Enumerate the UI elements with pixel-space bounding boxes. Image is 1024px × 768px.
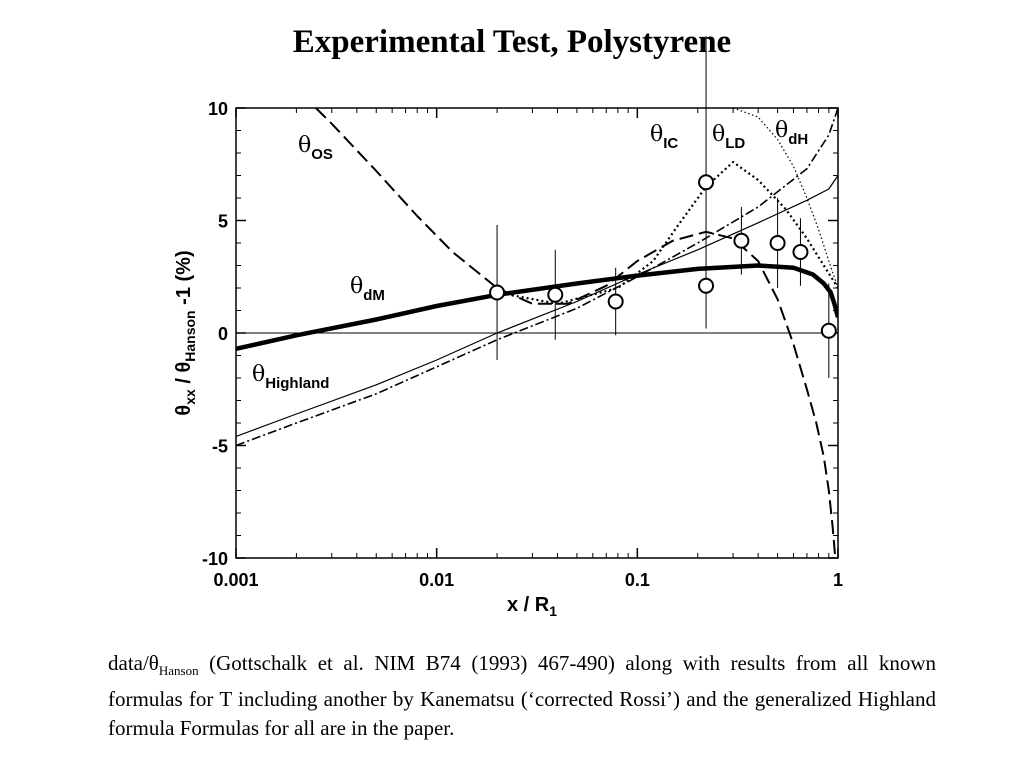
x-tick-label: 0.01 [419,570,454,590]
x-tick-label: 0.001 [213,570,258,590]
data-point [489,284,506,301]
y-tick-label: 0 [218,324,228,344]
series-label-highland: θHighland [252,362,329,392]
major-ticks [235,107,839,559]
page-title: Experimental Test, Polystyrene [292,24,732,60]
data-point [733,232,750,249]
series-label-ic: θIC [650,122,678,152]
y-tick-label: -5 [212,437,228,457]
x-axis-label: x / R1 [507,594,557,619]
y-tick-label: 5 [218,212,228,232]
data-point [698,174,715,191]
caption-sub: Hanson [158,663,199,679]
series-label-dm: θdM [350,274,385,304]
data-point [792,244,809,260]
data-point [820,322,837,339]
series-line-ld [732,108,838,289]
x-tick-label: 1 [833,570,843,590]
x-tick-label: 0.1 [625,570,650,590]
data-point [698,277,715,294]
series-label-os: θOS [298,133,333,163]
y-axis-label: θxx / θHanson -1 (%) [173,250,198,415]
series-line-os [315,108,837,558]
data-point [547,286,564,303]
series-line-highland [236,175,838,438]
series-line-dm [236,263,838,351]
caption-part2: (Gottschalk et al. NIM B74 (1993) 467-49… [108,651,936,741]
series-label-ld: θLD [712,122,745,152]
series-line-ic [496,160,838,305]
data-point [607,293,624,310]
y-tick-label: 10 [208,99,228,119]
caption-part1: data/θ [108,651,159,675]
data-point [769,235,786,251]
y-tick-label: -10 [202,549,228,569]
caption: data/θHanson (Gottschalk et al. NIM B74 … [108,649,936,743]
